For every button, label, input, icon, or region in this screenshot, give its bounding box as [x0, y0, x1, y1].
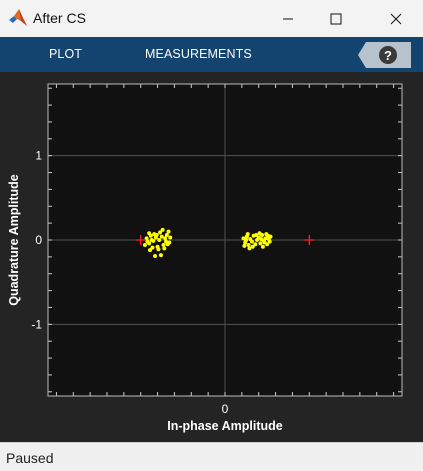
axes-frame	[47, 83, 403, 397]
window-title: After CS	[33, 10, 86, 26]
minimize-icon	[283, 18, 293, 19]
sample-point	[267, 239, 272, 244]
sample-point	[157, 238, 162, 242]
sample-point	[265, 233, 270, 238]
y-tick-label: -1	[31, 317, 42, 331]
sample-point	[158, 253, 163, 258]
tick-labels: 0 1 0 -1	[31, 149, 228, 416]
sample-point	[246, 243, 251, 248]
sample-point	[250, 244, 255, 249]
maximize-button[interactable]	[309, 0, 363, 37]
grid-lines	[48, 84, 402, 396]
sample-point	[253, 242, 258, 247]
sample-point	[245, 232, 250, 237]
tab-measurements[interactable]: MEASUREMENTS	[145, 47, 252, 61]
plot-area: 0 1 0 -1 In-phase Amplitude Quadrature Ampl…	[0, 72, 423, 442]
sample-point	[147, 231, 152, 236]
sample-point	[260, 244, 265, 249]
sample-point	[162, 246, 167, 251]
sample-point	[167, 240, 172, 245]
minor-ticks	[48, 84, 402, 396]
reference-point-marker	[304, 235, 315, 245]
minimize-button[interactable]	[261, 0, 315, 37]
sample-point	[145, 239, 150, 244]
sample-point	[153, 254, 158, 259]
data-points	[135, 227, 315, 259]
x-axis-label: In-phase Amplitude	[167, 419, 283, 433]
sample-point	[262, 240, 267, 245]
close-button[interactable]	[369, 0, 423, 37]
sample-point	[160, 227, 165, 232]
sample-point	[149, 238, 154, 242]
sample-point	[254, 232, 259, 237]
sample-point	[164, 232, 169, 237]
toolstrip: PLOT MEASUREMENTS	[0, 37, 423, 73]
tab-plot[interactable]: PLOT	[49, 47, 83, 61]
sample-point	[166, 229, 171, 234]
sample-point	[263, 236, 268, 241]
sample-point	[259, 237, 264, 242]
sample-point	[168, 235, 173, 240]
y-axis-label: Quadrature Amplitude	[7, 174, 21, 306]
sample-point	[150, 245, 155, 250]
y-tick-label: 1	[35, 149, 42, 163]
sample-point	[249, 239, 254, 244]
sample-point	[159, 234, 164, 239]
sample-point	[258, 241, 263, 246]
status-bar: Paused	[0, 442, 423, 471]
sample-point	[161, 243, 166, 248]
status-text: Paused	[6, 450, 54, 466]
sample-point	[244, 238, 249, 242]
x-tick-label: 0	[222, 402, 229, 416]
y-tick-label: 0	[35, 233, 42, 247]
sample-point	[156, 247, 161, 252]
sample-point	[247, 246, 252, 251]
help-button[interactable]: ?	[358, 42, 411, 68]
sample-point	[154, 232, 159, 237]
constellation-plot[interactable]: 0 1 0 -1 In-phase Amplitude Quadrature Ampl…	[0, 72, 423, 442]
sample-point	[144, 236, 149, 241]
sample-point	[142, 243, 147, 248]
sample-point	[257, 231, 262, 236]
svg-text:?: ?	[384, 48, 392, 63]
question-mark-icon: ?	[379, 46, 397, 64]
close-icon	[390, 13, 402, 24]
sample-point	[147, 248, 152, 253]
matlab-logo-icon	[9, 9, 27, 26]
sample-point	[163, 236, 168, 241]
maximize-icon	[330, 13, 342, 24]
window-title-bar: After CS	[0, 0, 423, 37]
sample-point	[242, 243, 247, 248]
reference-point-marker	[135, 235, 146, 245]
sample-point	[158, 230, 163, 235]
